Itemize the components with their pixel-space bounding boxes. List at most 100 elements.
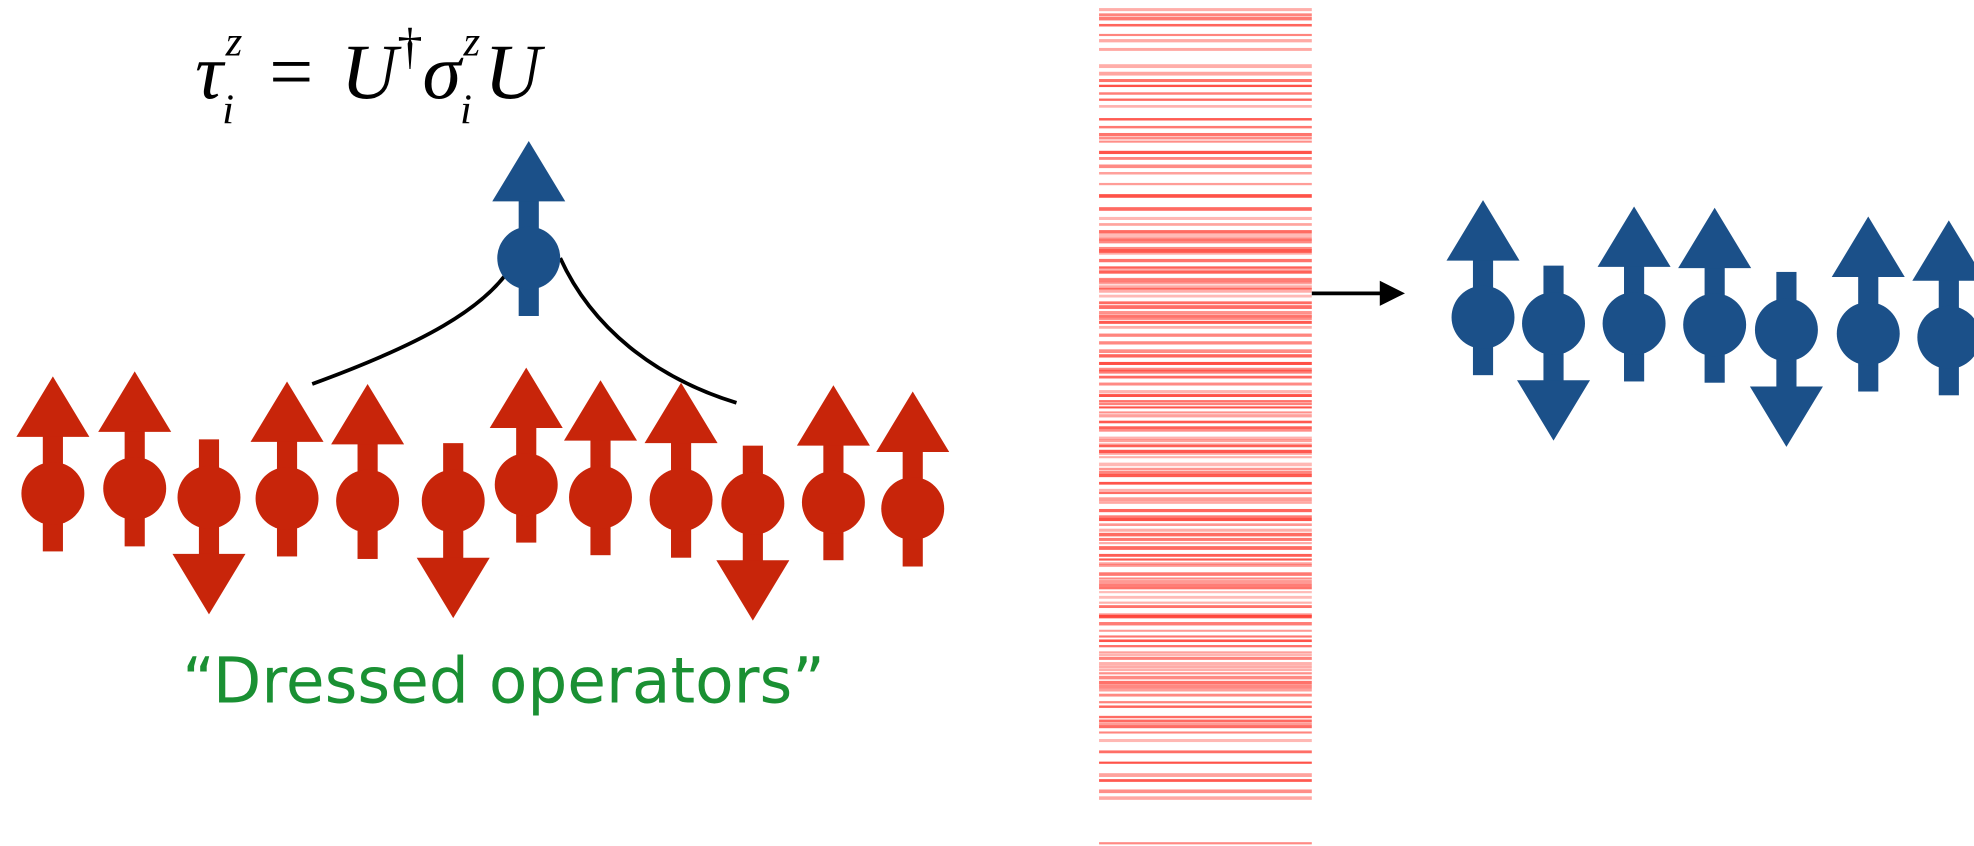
level <box>1099 716 1312 718</box>
spin <box>16 376 89 551</box>
spin <box>331 384 404 559</box>
level <box>1099 654 1312 657</box>
level <box>1099 773 1312 777</box>
level <box>1099 72 1312 76</box>
level <box>1099 429 1312 432</box>
u: U <box>485 28 546 115</box>
level <box>1099 354 1312 357</box>
level <box>1099 554 1312 557</box>
spins <box>16 141 1974 621</box>
level <box>1099 672 1312 674</box>
level <box>1099 577 1312 579</box>
level <box>1099 705 1312 707</box>
spin-head <box>1678 208 1751 268</box>
spin <box>1912 220 1974 395</box>
level <box>1099 529 1312 532</box>
spin-body <box>1755 298 1818 361</box>
level <box>1099 750 1312 753</box>
spin-head <box>16 376 89 436</box>
level <box>1099 230 1312 233</box>
level <box>1099 105 1312 108</box>
spin-body <box>650 468 713 531</box>
level <box>1099 463 1312 467</box>
level <box>1099 403 1312 405</box>
level <box>1099 383 1312 386</box>
level <box>1099 482 1312 485</box>
level <box>1099 762 1312 764</box>
spin-body <box>1452 286 1515 349</box>
sigma-sup: z <box>463 18 481 65</box>
level <box>1099 157 1312 160</box>
level <box>1099 518 1312 521</box>
level <box>1099 630 1312 632</box>
diagram: τzi=U†σziU “Dressed operators” <box>0 0 1974 846</box>
spin-head <box>1912 220 1974 280</box>
level <box>1099 362 1312 365</box>
spin-body <box>178 466 241 529</box>
spin <box>251 381 324 556</box>
spin-body <box>721 472 784 535</box>
spin <box>98 371 171 546</box>
level <box>1099 685 1312 688</box>
sigma-sub: i <box>460 86 472 133</box>
level <box>1099 564 1312 567</box>
level <box>1099 141 1312 143</box>
level <box>1099 456 1312 458</box>
level <box>1099 253 1312 255</box>
level <box>1099 133 1312 136</box>
spin <box>492 141 565 316</box>
level <box>1099 542 1312 544</box>
spin-head <box>1447 200 1520 260</box>
spin-body <box>497 227 560 290</box>
spin <box>716 446 789 621</box>
level <box>1099 596 1312 599</box>
level <box>1099 376 1312 379</box>
level <box>1099 194 1312 198</box>
level <box>1099 452 1312 455</box>
spin <box>1750 272 1823 447</box>
spin <box>645 383 718 558</box>
spin-head <box>716 560 789 620</box>
caption: “Dressed operators” <box>182 644 825 717</box>
level <box>1099 421 1312 424</box>
level <box>1099 64 1312 68</box>
spin-head <box>564 380 637 440</box>
level <box>1099 223 1312 226</box>
level <box>1099 635 1312 637</box>
level <box>1099 85 1312 87</box>
spectrum <box>1099 8 1312 846</box>
tau-sub: i <box>222 86 234 133</box>
level <box>1099 390 1312 393</box>
spin-head <box>492 141 565 201</box>
spin-head <box>251 381 324 441</box>
level <box>1099 789 1312 793</box>
level <box>1099 305 1312 309</box>
level <box>1099 414 1312 417</box>
level <box>1099 489 1312 492</box>
level <box>1099 207 1312 211</box>
spin <box>1517 266 1590 441</box>
level <box>1099 126 1312 128</box>
level <box>1099 739 1312 742</box>
level <box>1099 34 1312 36</box>
level <box>1099 666 1312 668</box>
level <box>1099 474 1312 477</box>
spin-body <box>1522 292 1585 355</box>
level <box>1099 8 1312 11</box>
level <box>1099 290 1312 293</box>
spin-head <box>797 385 870 445</box>
level <box>1099 39 1312 42</box>
level <box>1099 645 1312 647</box>
spin-body <box>495 453 558 516</box>
level <box>1099 605 1312 608</box>
level <box>1099 326 1312 329</box>
spin <box>564 380 637 555</box>
spin <box>797 385 870 560</box>
level <box>1099 779 1312 782</box>
spin-head <box>1750 386 1823 446</box>
level <box>1099 694 1312 697</box>
level <box>1099 688 1312 691</box>
level <box>1099 317 1312 320</box>
spin-body <box>1603 292 1666 355</box>
level <box>1099 558 1312 560</box>
